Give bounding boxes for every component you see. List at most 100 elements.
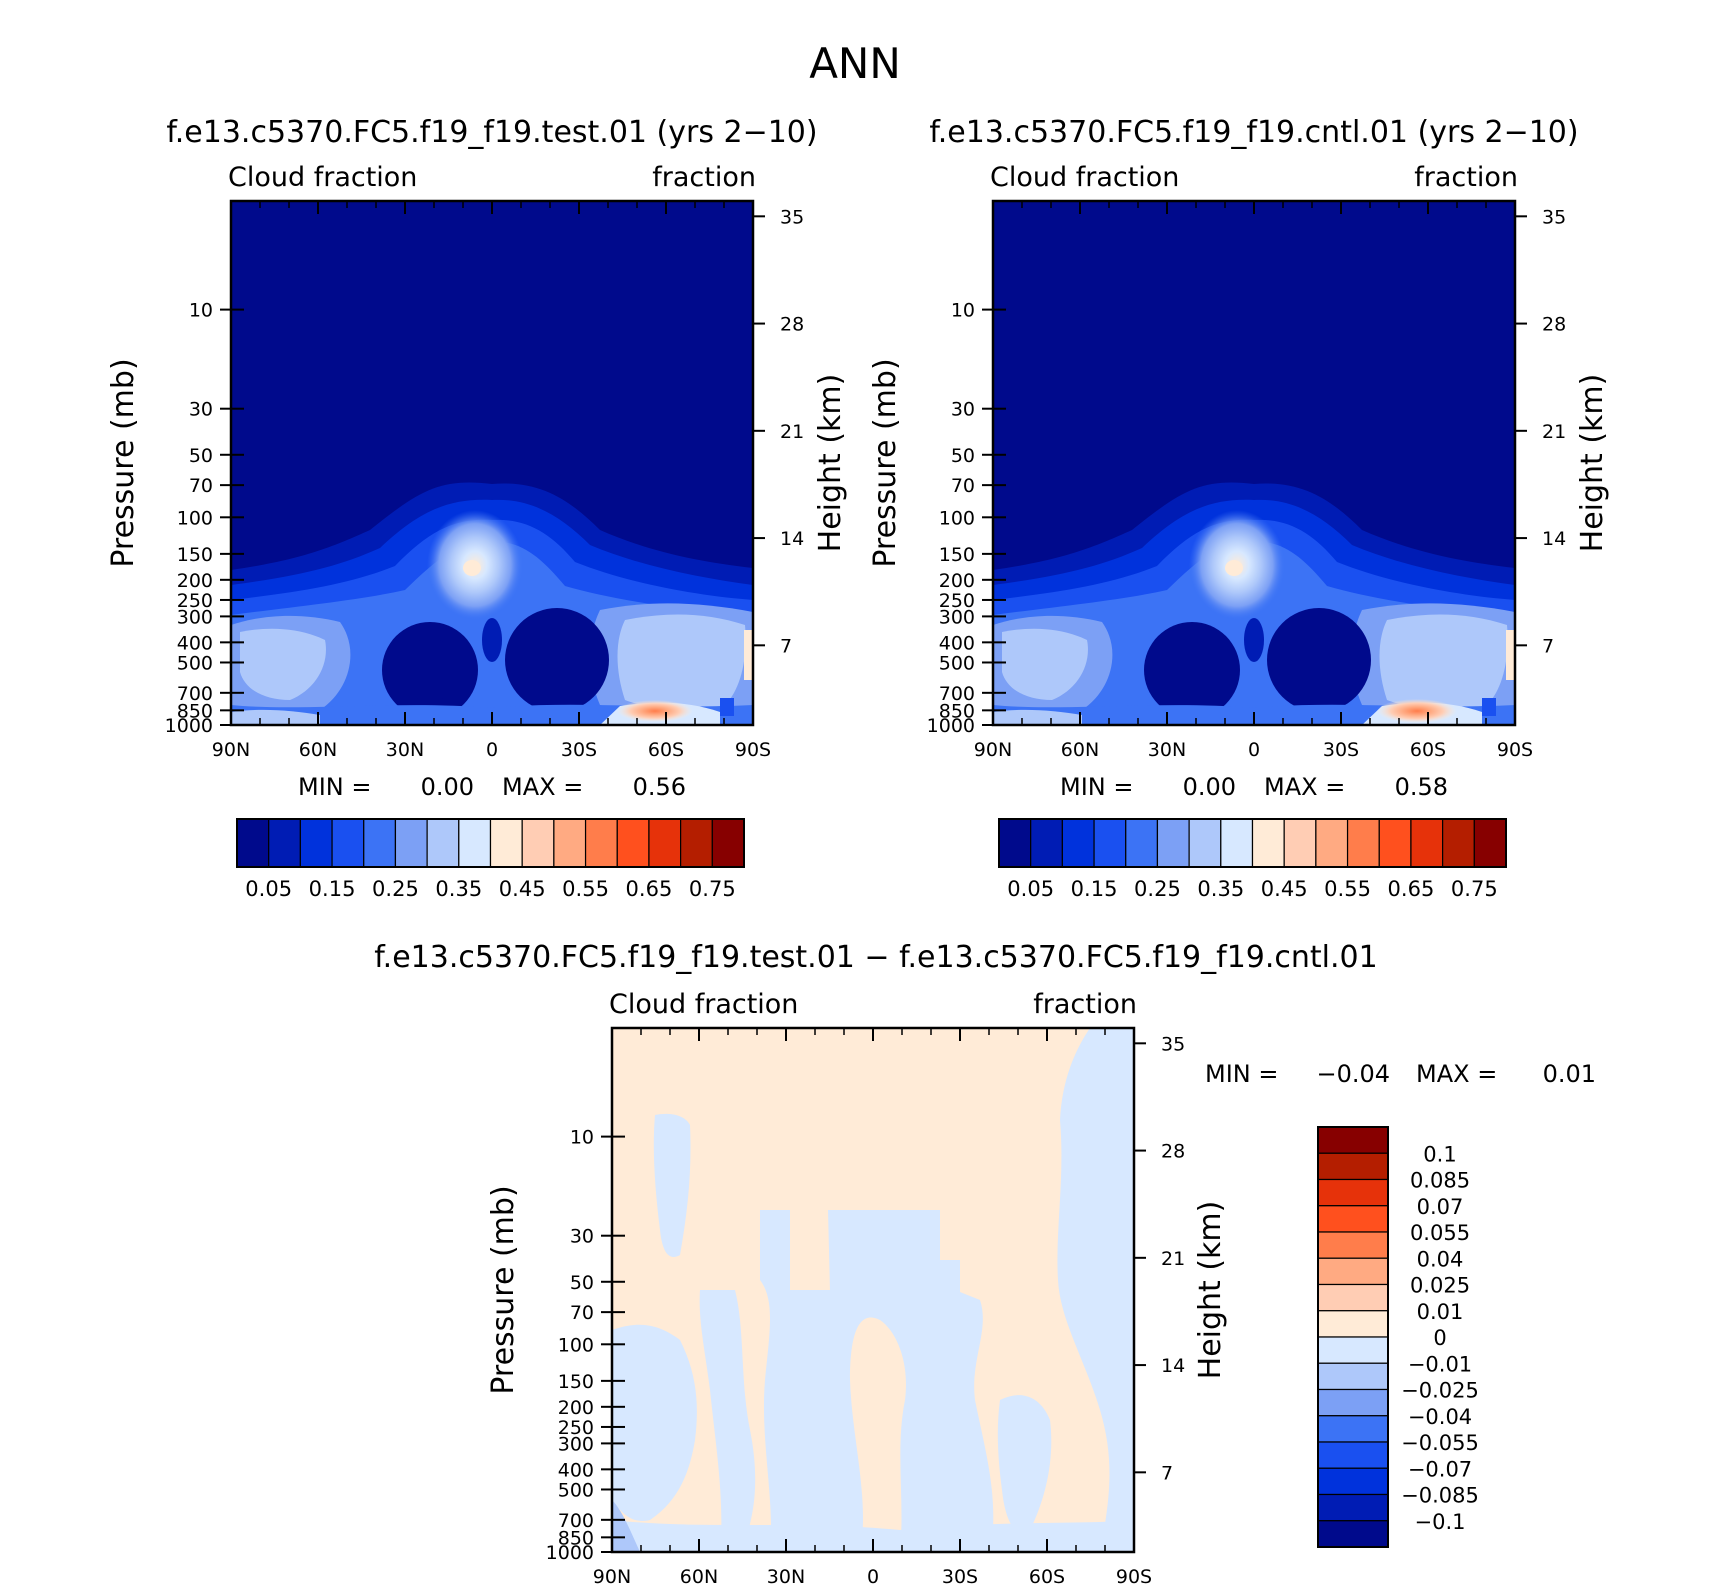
polar-edge-light [744,630,753,680]
panel-diff-field [612,1028,1134,1552]
subtropical-min-north-core [402,638,458,702]
surface-band-light-n [993,709,1082,725]
colorbar-label: 0.15 [1071,877,1118,901]
x-tick-label: 60S [648,739,684,761]
colorbar-swatch [1317,1205,1389,1233]
x-tick-label: 0 [1248,739,1260,761]
colorbar-swatch [1317,1441,1389,1469]
colorbar-swatch [616,818,650,868]
panel-test-y2label: Height (km) [813,374,848,553]
colorbar-swatch [1317,1467,1389,1496]
colorbar-label: 0.01 [1417,1300,1464,1324]
colorbar-label: 0.25 [1134,877,1181,901]
colorbar-label: 0.65 [1388,877,1435,901]
panel-test-min-label: MIN = [298,773,371,801]
panel-cntl-colorbar: 0.05 0.15 0.25 0.35 0.45 0.55 0.65 0.75 [998,818,1507,901]
y2-tick-label: 28 [780,314,804,336]
panel-test-max-value: 0.56 [633,773,686,801]
colorbar-swatch [1317,1178,1389,1207]
panel-diff-min-label: MIN = [1205,1060,1278,1088]
colorbar-swatch [1125,818,1159,868]
y2-tick-label: 35 [1161,1033,1185,1055]
colorbar-swatch [1317,1310,1389,1338]
colorbar-swatch [1442,818,1475,868]
panel-cntl-title: f.e13.c5370.FC5.f19_f19.cntl.01 (yrs 2−1… [929,115,1578,150]
x-tick-label: 30N [767,1566,805,1588]
negative-region-north-mid [612,1324,697,1521]
y-tick-label: 300 [177,606,213,628]
colorbar-label: 0.1 [1423,1142,1456,1166]
y-tick-label: 30 [951,399,975,421]
y-tick-label: 200 [939,570,975,592]
negative-region-south-pole [1057,1028,1134,1552]
figure-title: ANN [809,39,901,88]
panel-test-axes: 90N 60N 30N 0 30S 60S 90S103050701001502002503… [165,201,804,761]
panel-test-ylabel: Pressure (mb) [106,358,141,567]
colorbar-label: 0.025 [1410,1274,1470,1298]
x-tick-label: 60N [680,1566,718,1588]
colorbar-swatch [553,818,587,868]
panel-test: f.e13.c5370.FC5.f19_f19.test.01 (yrs 2−1… [106,115,848,901]
panel-diff-title: f.e13.c5370.FC5.f19_f19.test.01 − f.e13.… [374,940,1377,975]
x-tick-label: 90S [1497,739,1533,761]
colorbar-swatch [1317,1336,1389,1364]
y-tick-label: 700 [558,1510,594,1532]
panel-cntl: f.e13.c5370.FC5.f19_f19.cntl.01 (yrs 2−1… [868,115,1610,901]
colorbar-label: 0 [1433,1326,1446,1350]
panel-test-left-label: Cloud fraction [228,162,417,193]
colorbar-label: 0.35 [435,877,482,901]
y2-tick-label: 7 [780,635,792,657]
colorbar-label: −0.04 [1408,1405,1472,1429]
colorbar-label: 0.75 [1451,877,1498,901]
y2-tick-label: 14 [780,528,804,550]
colorbar-swatch [584,818,618,868]
colorbar-swatch [1317,1257,1389,1286]
colorbar-label: −0.055 [1401,1431,1479,1455]
colorbar-swatch [236,818,270,868]
x-tick-label: 60S [1029,1566,1065,1588]
panel-diff-y2label: Height (km) [1193,1201,1228,1380]
colorbar-label: 0.55 [562,877,609,901]
y-tick-label: 50 [189,445,213,467]
subtropical-min-north [1144,622,1240,718]
y-tick-label: 850 [177,700,213,722]
y-tick-label: 850 [558,1527,594,1549]
colorbar-swatch [268,818,301,868]
y-tick-label: 250 [558,1417,594,1439]
panel-test-right-label: fraction [652,162,756,193]
negative-region-surface [612,1520,1134,1552]
y-tick-label: 150 [177,544,213,566]
colorbar-swatch [363,818,397,868]
lower-band-pale-north [240,628,326,700]
panel-diff-ylabel: Pressure (mb) [486,1185,521,1394]
x-tick-label: 60N [299,739,337,761]
x-tick-label: 90N [593,1566,631,1588]
x-tick-label: 90N [974,739,1012,761]
colorbar-swatch [1315,818,1349,868]
colorbar-swatch [394,818,428,868]
tropical-tower-core [463,560,481,576]
colorbar-label: 0.45 [1261,877,1308,901]
colorbar-swatch [1410,818,1444,868]
colorbar-label: 0.07 [1417,1195,1464,1219]
y-tick-label: 70 [189,475,213,497]
colorbar-swatch [1317,1152,1389,1181]
y2-tick-label: 14 [1161,1355,1185,1377]
colorbar-swatch [521,818,555,868]
y2-tick-label: 35 [780,206,804,228]
colorbar-swatch [1317,1493,1389,1522]
panel-cntl-axes: 90N 60N 30N 0 30S 60S 90S103050701001502002503… [927,201,1566,761]
colorbar-swatch [458,818,492,868]
y-tick-label: 1000 [927,715,975,737]
y2-tick-label: 7 [1161,1462,1173,1484]
y-tick-label: 850 [939,700,975,722]
colorbar-label: −0.07 [1408,1457,1472,1481]
y-tick-label: 700 [177,683,213,705]
x-tick-label: 30N [386,739,424,761]
y-tick-label: 700 [939,683,975,705]
colorbar-swatch [1473,818,1507,868]
colorbar-swatch [1156,818,1190,868]
panel-cntl-left-label: Cloud fraction [990,162,1179,193]
